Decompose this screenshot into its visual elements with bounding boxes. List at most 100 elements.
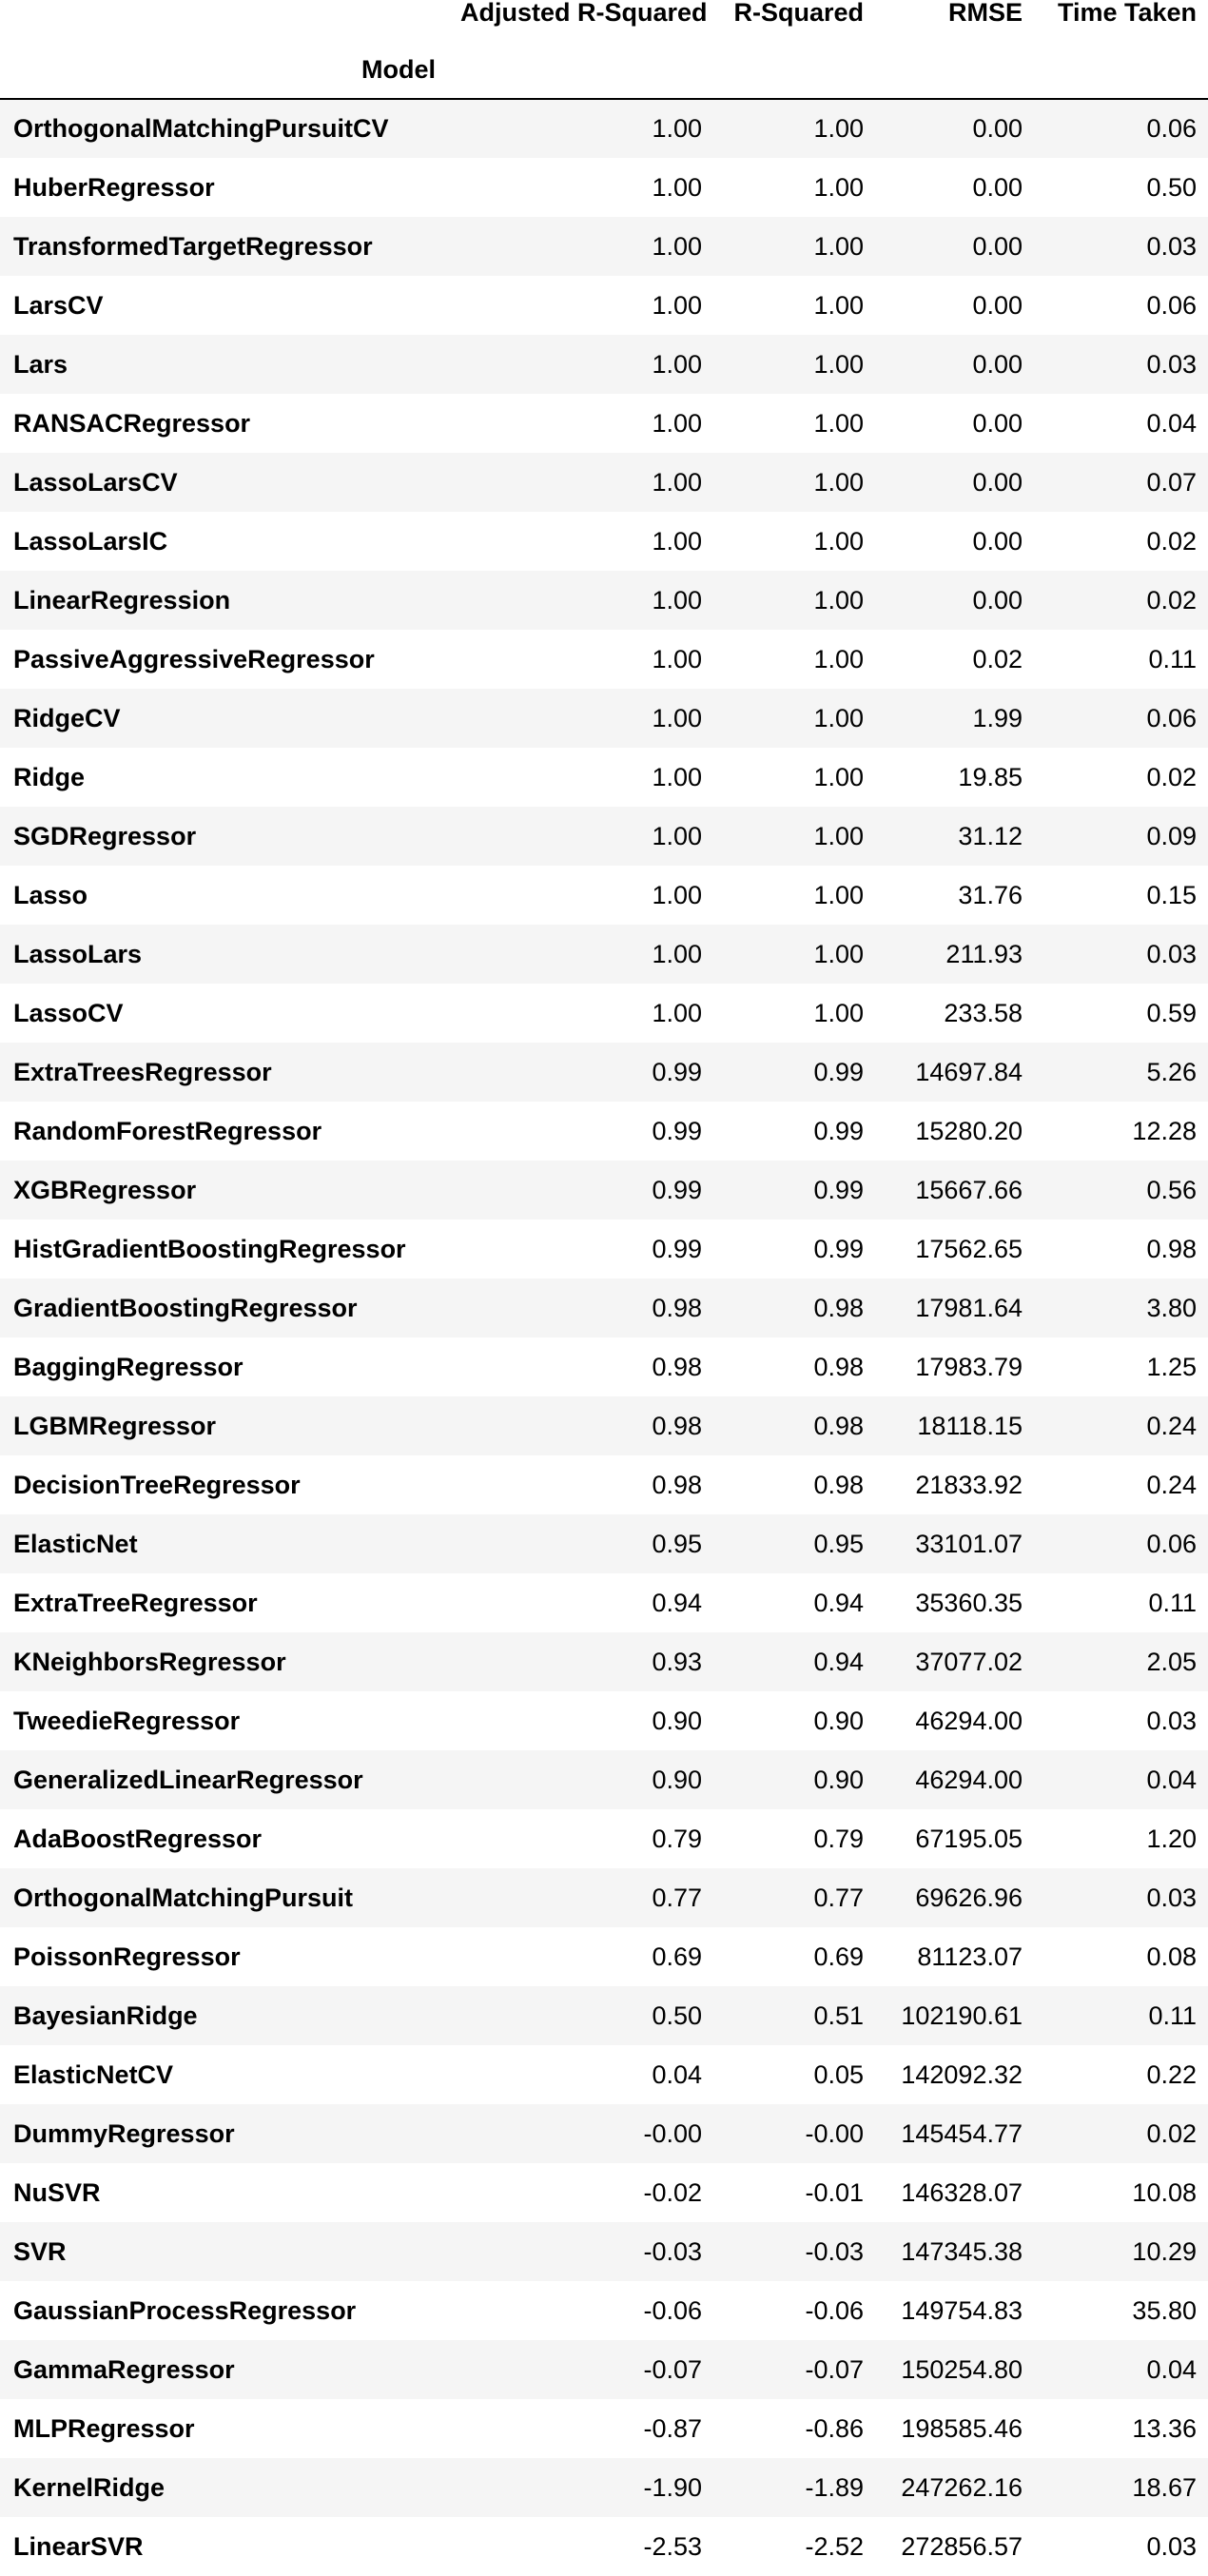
adjusted-r-squared-cell: 0.50 (652, 2000, 702, 2030)
r-squared-cell: 0.05 (813, 2059, 864, 2089)
adjusted-r-squared-cell: 1.00 (652, 880, 702, 909)
adjusted-r-squared-cell: 1.00 (652, 644, 702, 673)
column-header-rmse: RMSE (947, 0, 1023, 27)
time-taken-cell: 18.67 (1132, 2472, 1197, 2502)
table-header: Adjusted R-Squared R-Squared RMSE Time T… (0, 0, 1208, 100)
time-taken-cell: 0.11 (1148, 2000, 1197, 2030)
adjusted-r-squared-cell: 0.99 (652, 1116, 702, 1145)
rmse-cell: 18118.15 (917, 1411, 1023, 1440)
model-name-cell: Lasso (13, 880, 88, 909)
time-taken-cell: 1.25 (1146, 1352, 1197, 1381)
table-row: ExtraTreesRegressor 0.99 0.99 14697.84 5.26 (0, 1043, 1208, 1102)
r-squared-cell: 1.00 (813, 349, 864, 379)
table-row: HuberRegressor 1.00 1.00 0.00 0.50 (0, 158, 1208, 217)
rmse-cell: 102190.61 (901, 2000, 1023, 2030)
adjusted-r-squared-cell: -0.87 (643, 2413, 702, 2443)
time-taken-cell: 13.36 (1132, 2413, 1197, 2443)
time-taken-cell: 5.26 (1146, 1057, 1197, 1086)
r-squared-cell: -0.07 (805, 2354, 864, 2384)
adjusted-r-squared-cell: -0.02 (643, 2177, 702, 2207)
adjusted-r-squared-cell: 0.98 (652, 1411, 702, 1440)
rmse-cell: 31.12 (958, 821, 1023, 850)
adjusted-r-squared-cell: 1.00 (652, 172, 702, 202)
model-name-cell: SGDRegressor (13, 821, 197, 850)
adjusted-r-squared-cell: 0.69 (652, 1942, 702, 1971)
rmse-cell: 149754.83 (901, 2295, 1023, 2325)
table-row: Ridge 1.00 1.00 19.85 0.02 (0, 748, 1208, 807)
time-taken-cell: 0.11 (1148, 1588, 1197, 1617)
table-row: DummyRegressor -0.00 -0.00 145454.77 0.02 (0, 2104, 1208, 2163)
rmse-cell: 31.76 (958, 880, 1023, 909)
time-taken-cell: 0.04 (1146, 2354, 1197, 2384)
time-taken-cell: 0.06 (1146, 114, 1197, 143)
time-taken-cell: 0.08 (1146, 1942, 1197, 1971)
r-squared-cell: 1.00 (813, 762, 864, 791)
rmse-cell: 81123.07 (917, 1942, 1023, 1971)
rmse-cell: 150254.80 (901, 2354, 1023, 2384)
table-row: SGDRegressor 1.00 1.00 31.12 0.09 (0, 807, 1208, 866)
adjusted-r-squared-cell: -0.03 (643, 2236, 702, 2266)
rmse-cell: 147345.38 (901, 2236, 1023, 2266)
table-row: LassoLars 1.00 1.00 211.93 0.03 (0, 925, 1208, 984)
time-taken-cell: 0.03 (1146, 939, 1197, 968)
adjusted-r-squared-cell: -0.07 (643, 2354, 702, 2384)
time-taken-cell: 0.06 (1146, 703, 1197, 732)
rmse-cell: 15280.20 (915, 1116, 1023, 1145)
model-name-cell: TransformedTargetRegressor (13, 231, 373, 261)
adjusted-r-squared-cell: 1.00 (652, 762, 702, 791)
table-row: BayesianRidge 0.50 0.51 102190.61 0.11 (0, 1986, 1208, 2045)
adjusted-r-squared-cell: 0.90 (652, 1765, 702, 1794)
table-row: OrthogonalMatchingPursuitCV 1.00 1.00 0.00 0… (0, 99, 1208, 158)
r-squared-cell: 0.99 (813, 1234, 864, 1263)
adjusted-r-squared-cell: 1.00 (652, 821, 702, 850)
rmse-cell: 0.00 (972, 408, 1023, 438)
time-taken-cell: 0.02 (1146, 2118, 1197, 2148)
rmse-cell: 0.00 (972, 467, 1023, 497)
r-squared-cell: 0.98 (813, 1411, 864, 1440)
table-row: XGBRegressor 0.99 0.99 15667.66 0.56 (0, 1161, 1208, 1220)
time-taken-cell: 1.20 (1146, 1824, 1197, 1853)
table-row: ElasticNetCV 0.04 0.05 142092.32 0.22 (0, 2045, 1208, 2104)
r-squared-cell: 1.00 (813, 939, 864, 968)
adjusted-r-squared-cell: -2.53 (643, 2531, 702, 2561)
model-name-cell: ExtraTreesRegressor (13, 1057, 272, 1086)
table-row: PassiveAggressiveRegressor 1.00 1.00 0.02 0.… (0, 630, 1208, 689)
header-blank-cell (0, 0, 447, 40)
model-name-cell: HistGradientBoostingRegressor (13, 1234, 406, 1263)
model-name-cell: RandomForestRegressor (13, 1116, 322, 1145)
r-squared-cell: 1.00 (813, 172, 864, 202)
table-row: LinearRegression 1.00 1.00 0.00 0.02 (0, 571, 1208, 630)
index-header-blank (447, 40, 713, 100)
adjusted-r-squared-cell: 1.00 (652, 114, 702, 143)
table-body: OrthogonalMatchingPursuitCV 1.00 1.00 0.00 0… (0, 99, 1208, 2576)
r-squared-cell: -0.00 (805, 2118, 864, 2148)
r-squared-cell: 0.69 (813, 1942, 864, 1971)
rmse-cell: 17983.79 (915, 1352, 1023, 1381)
adjusted-r-squared-cell: 0.04 (652, 2059, 702, 2089)
r-squared-cell: 1.00 (813, 644, 864, 673)
time-taken-cell: 0.11 (1148, 644, 1197, 673)
rmse-cell: 0.02 (972, 644, 1023, 673)
model-name-cell: GeneralizedLinearRegressor (13, 1765, 363, 1794)
table-row: ExtraTreeRegressor 0.94 0.94 35360.35 0.11 (0, 1573, 1208, 1632)
rmse-cell: 14697.84 (915, 1057, 1023, 1086)
column-header-time-taken: Time Taken (1057, 0, 1197, 27)
column-header-r-squared: R-Squared (733, 0, 864, 27)
rmse-cell: 0.00 (972, 114, 1023, 143)
adjusted-r-squared-cell: 1.00 (652, 467, 702, 497)
r-squared-cell: 0.98 (813, 1470, 864, 1499)
table-row: DecisionTreeRegressor 0.98 0.98 21833.92 0.2… (0, 1455, 1208, 1514)
table-row: Lars 1.00 1.00 0.00 0.03 (0, 335, 1208, 394)
model-name-cell: GaussianProcessRegressor (13, 2295, 357, 2325)
model-name-cell: ElasticNet (13, 1529, 138, 1558)
rmse-cell: 247262.16 (901, 2472, 1023, 2502)
model-name-cell: GammaRegressor (13, 2354, 235, 2384)
r-squared-cell: 0.98 (813, 1293, 864, 1322)
time-taken-cell: 0.98 (1146, 1234, 1197, 1263)
rmse-cell: 19.85 (958, 762, 1023, 791)
rmse-cell: 211.93 (945, 939, 1023, 968)
adjusted-r-squared-cell: 0.93 (652, 1647, 702, 1676)
model-name-cell: BaggingRegressor (13, 1352, 244, 1381)
index-header-blank (1034, 40, 1208, 100)
r-squared-cell: 0.99 (813, 1175, 864, 1204)
